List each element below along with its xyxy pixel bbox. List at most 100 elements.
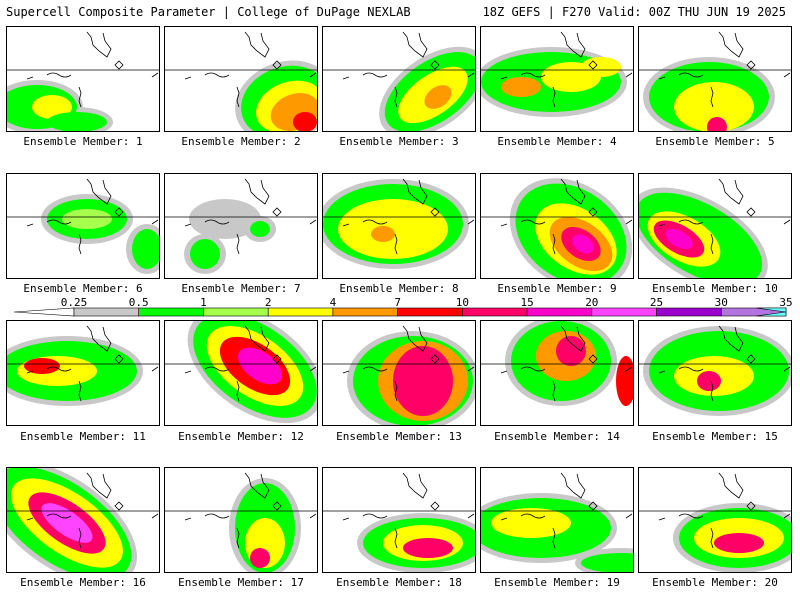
- ensemble-panel-1: [6, 26, 160, 132]
- colorbar-tick-label: 4: [330, 296, 337, 309]
- ensemble-member-label: Ensemble Member: 15: [652, 430, 778, 443]
- ensemble-member-label: Ensemble Member: 8: [339, 282, 459, 295]
- ensemble-panel-19: [480, 467, 634, 573]
- colorbar-segment: [755, 307, 787, 317]
- ensemble-map: [7, 325, 159, 406]
- colorbar-tick-label: 2: [265, 296, 272, 309]
- colorbar-segment: [138, 307, 204, 317]
- ensemble-map: [481, 472, 633, 572]
- ensemble-map: [7, 31, 159, 131]
- coastline: [658, 31, 791, 108]
- ensemble-member-label: Ensemble Member: 2: [181, 135, 301, 148]
- coastline: [26, 31, 159, 108]
- ensemble-member-label: Ensemble Member: 3: [339, 135, 459, 148]
- ensemble-panel-20: [638, 467, 792, 573]
- coastline: [658, 178, 791, 255]
- colorbar-segment: [526, 307, 593, 317]
- ensemble-member-label: Ensemble Member: 11: [20, 430, 146, 443]
- ensemble-member-label: Ensemble Member: 12: [178, 430, 304, 443]
- scp-contour-fill: [674, 82, 754, 131]
- ensemble-panel-16: [6, 467, 160, 573]
- colorbar-tick-label: 30: [715, 296, 728, 309]
- scp-contour-fill: [665, 228, 693, 250]
- ensemble-member-label: Ensemble Member: 16: [20, 576, 146, 589]
- coastline: [500, 178, 633, 255]
- ensemble-map: [7, 468, 159, 572]
- ensemble-map: [639, 472, 791, 572]
- ensemble-map: [481, 321, 633, 406]
- scp-contour-fill: [572, 234, 594, 254]
- scp-contour-fill: [501, 77, 541, 97]
- scp-contour-fill: [697, 371, 721, 391]
- coastline: [342, 178, 475, 255]
- scp-contour-fill: [338, 199, 448, 259]
- coastline: [342, 31, 475, 108]
- ensemble-member-label: Ensemble Member: 20: [652, 576, 778, 589]
- colorbar-tick-label: 35: [779, 296, 792, 309]
- coastline: [658, 325, 791, 402]
- ensemble-panel-11: [6, 320, 160, 426]
- ensemble-panel-7: [164, 173, 318, 279]
- ensemble-map: [323, 325, 475, 425]
- ensemble-map: [639, 178, 791, 278]
- coastline: [184, 31, 317, 108]
- ensemble-member-label: Ensemble Member: 6: [23, 282, 143, 295]
- scp-contour-fill: [556, 336, 586, 366]
- ensemble-map: [323, 178, 475, 269]
- scp-contour-fill: [581, 553, 633, 572]
- ensemble-panel-4: [480, 26, 634, 132]
- colorbar-segment: [73, 307, 140, 317]
- ensemble-map: [323, 472, 475, 572]
- ensemble-member-label: Ensemble Member: 14: [494, 430, 620, 443]
- ensemble-member-label: Ensemble Member: 17: [178, 576, 304, 589]
- ensemble-member-label: Ensemble Member: 13: [336, 430, 462, 443]
- colorbar-segment: [397, 307, 463, 317]
- ensemble-panel-3: [322, 26, 476, 132]
- colorbar-segment: [332, 307, 398, 317]
- ensemble-map: [639, 325, 791, 416]
- ensemble-panel-6: [6, 173, 160, 279]
- ensemble-member-label: Ensemble Member: 19: [494, 576, 620, 589]
- ensemble-panel-10: [638, 173, 792, 279]
- colorbar-tick-label: 7: [394, 296, 401, 309]
- ensemble-member-label: Ensemble Member: 7: [181, 282, 301, 295]
- ensemble-map: [639, 31, 791, 131]
- ensemble-map: [165, 31, 317, 131]
- coastline: [658, 472, 791, 549]
- ensemble-member-label: Ensemble Member: 4: [497, 135, 617, 148]
- scp-contour-fill: [371, 226, 395, 242]
- scp-contour-fill: [581, 57, 621, 77]
- scp-contour-fill: [132, 229, 159, 269]
- ensemble-member-label: Ensemble Member: 9: [497, 282, 617, 295]
- colorbar-tick-label: 0.5: [129, 296, 149, 309]
- ensemble-member-label: Ensemble Member: 5: [655, 135, 775, 148]
- colorbar-segment: [591, 307, 657, 317]
- coastline: [184, 325, 317, 402]
- ensemble-member-label: Ensemble Member: 10: [652, 282, 778, 295]
- ensemble-panel-2: [164, 26, 318, 132]
- scp-contour-fill: [707, 117, 727, 131]
- scp-contour-fill: [190, 239, 220, 269]
- scp-contour-fill: [238, 347, 282, 385]
- scp-contour-fill: [47, 112, 107, 131]
- ensemble-member-label: Ensemble Member: 1: [23, 135, 143, 148]
- colorbar-segment: [267, 307, 334, 317]
- ensemble-panel-12: [164, 320, 318, 426]
- ensemble-panel-14: [480, 320, 634, 426]
- scp-contour-fill: [24, 358, 60, 374]
- colorbar-segment: [203, 307, 269, 317]
- colorbar-tick-label: 25: [650, 296, 663, 309]
- scp-contour-fill: [250, 221, 270, 237]
- colorbar-segment: [656, 307, 722, 317]
- coastline: [500, 325, 633, 402]
- scp-contour-fill: [41, 503, 93, 543]
- scp-contour-fill: [62, 209, 112, 229]
- scp-contour-fill: [616, 356, 633, 406]
- ensemble-map: [323, 31, 475, 131]
- ensemble-panel-5: [638, 26, 792, 132]
- ensemble-map: [165, 472, 317, 572]
- scp-contour-fill: [293, 112, 317, 131]
- ensemble-panel-13: [322, 320, 476, 426]
- coastline: [26, 325, 159, 402]
